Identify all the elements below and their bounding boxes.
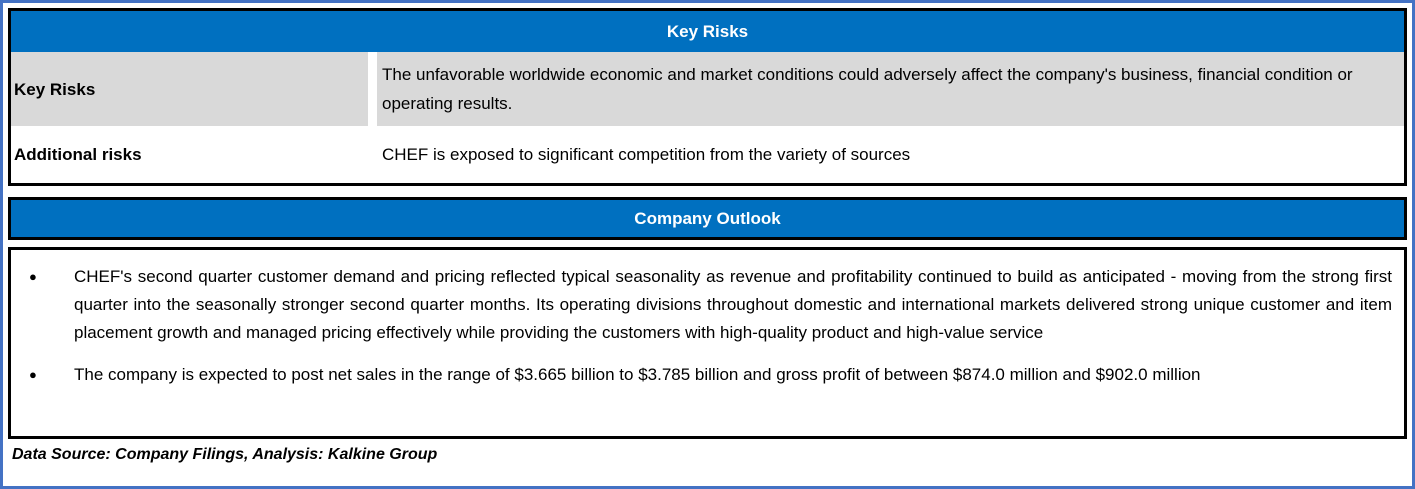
bullet-icon: ● bbox=[29, 367, 37, 382]
risk-text: The unfavorable worldwide economic and m… bbox=[382, 65, 1353, 113]
risk-text-cell: The unfavorable worldwide economic and m… bbox=[377, 52, 1404, 126]
risk-label-cell: Key Risks bbox=[11, 52, 368, 126]
key-risks-header: Key Risks bbox=[11, 11, 1404, 52]
company-outlook-header: Company Outlook bbox=[8, 197, 1407, 240]
risk-text: CHEF is exposed to significant competiti… bbox=[382, 145, 911, 164]
company-outlook-header-bar: Company Outlook bbox=[11, 200, 1404, 237]
company-outlook-body: ● CHEF's second quarter customer demand … bbox=[8, 247, 1407, 439]
key-risks-title: Key Risks bbox=[666, 21, 749, 41]
bullet-text: CHEF's second quarter customer demand an… bbox=[74, 267, 1392, 342]
bullet-text: The company is expected to post net sale… bbox=[74, 365, 1201, 384]
risk-text-cell: CHEF is exposed to significant competiti… bbox=[377, 126, 1404, 183]
data-source-note: Data Source: Company Filings, Analysis: … bbox=[8, 439, 1407, 464]
table-row: Key Risks The unfavorable worldwide econ… bbox=[11, 52, 1404, 126]
column-divider bbox=[368, 126, 377, 183]
company-outlook-title: Company Outlook bbox=[634, 208, 781, 228]
bullet-icon: ● bbox=[29, 269, 37, 284]
column-divider bbox=[368, 52, 377, 126]
risk-label: Key Risks bbox=[14, 79, 96, 99]
list-item: ● CHEF's second quarter customer demand … bbox=[11, 263, 1392, 347]
list-item: ● The company is expected to post net sa… bbox=[11, 361, 1392, 389]
table-row: Additional risks CHEF is exposed to sign… bbox=[11, 126, 1404, 183]
key-risks-table: Key Risks Key Risks The unfavorable worl… bbox=[8, 8, 1407, 186]
risk-label: Additional risks bbox=[14, 145, 142, 164]
risk-label-cell: Additional risks bbox=[11, 126, 368, 183]
data-source-text: Data Source: Company Filings, Analysis: … bbox=[12, 446, 438, 463]
